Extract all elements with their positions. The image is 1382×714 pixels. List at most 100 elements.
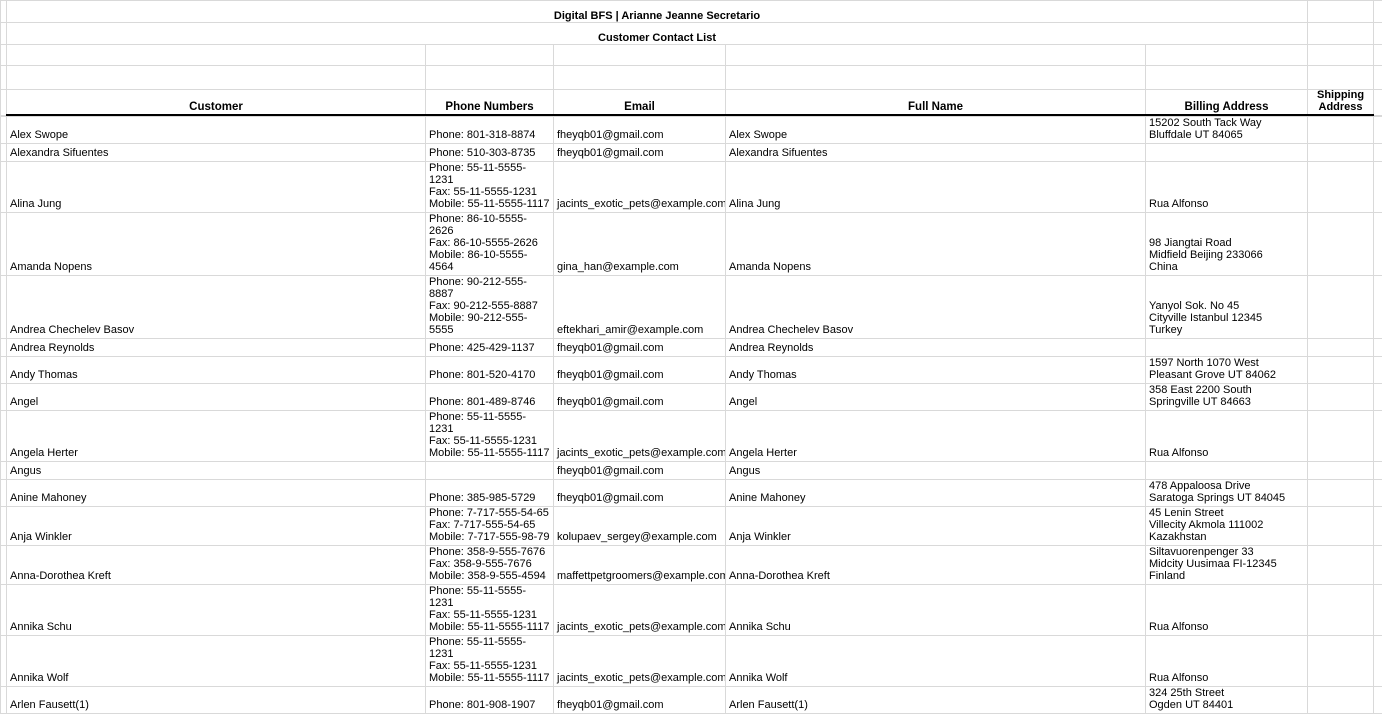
cell-billing-address[interactable]: Rua Alfonso: [1146, 411, 1308, 462]
cell-shipping-address[interactable]: [1308, 117, 1374, 144]
cell-billing-address[interactable]: Rua Alfonso: [1146, 585, 1308, 636]
cell-full-name[interactable]: Angus: [726, 462, 1146, 480]
column-header-customer[interactable]: Customer: [7, 90, 426, 116]
cell-email[interactable]: kolupaev_sergey@example.com: [554, 507, 726, 546]
cell-billing-address[interactable]: 15202 South Tack Way Bluffdale UT 84065: [1146, 117, 1308, 144]
cell-shipping-address[interactable]: [1308, 585, 1374, 636]
cell-phone-numbers[interactable]: Phone: 801-318-8874: [426, 117, 554, 144]
column-header-email[interactable]: Email: [554, 90, 726, 116]
cell-phone-numbers[interactable]: Phone: 86-10-5555-2626 Fax: 86-10-5555-2…: [426, 213, 554, 276]
cell-billing-address[interactable]: Rua Alfonso: [1146, 162, 1308, 213]
cell-customer[interactable]: Angus: [7, 462, 426, 480]
cell-customer[interactable]: Annika Schu: [7, 585, 426, 636]
cell-full-name[interactable]: Annika Schu: [726, 585, 1146, 636]
cell-billing-address[interactable]: 358 East 2200 South Springville UT 84663: [1146, 384, 1308, 411]
cell-billing-address[interactable]: 478 Appaloosa Drive Saratoga Springs UT …: [1146, 480, 1308, 507]
cell-customer[interactable]: Angela Herter: [7, 411, 426, 462]
cell-email[interactable]: maffettpetgroomers@example.com: [554, 546, 726, 585]
cell-billing-address[interactable]: 98 Jiangtai Road Midfield Beijing 233066…: [1146, 213, 1308, 276]
cell-email[interactable]: jacints_exotic_pets@example.com: [554, 162, 726, 213]
cell-customer[interactable]: Alex Swope: [7, 117, 426, 144]
cell-shipping-address[interactable]: [1308, 480, 1374, 507]
cell-customer[interactable]: Andrea Reynolds: [7, 339, 426, 357]
cell-phone-numbers[interactable]: Phone: 385-985-5729: [426, 480, 554, 507]
cell-billing-address[interactable]: [1146, 462, 1308, 480]
cell-email[interactable]: fheyqb01@gmail.com: [554, 144, 726, 162]
cell-email[interactable]: eftekhari_amir@example.com: [554, 276, 726, 339]
cell-phone-numbers[interactable]: Phone: 7-717-555-54-65 Fax: 7-717-555-54…: [426, 507, 554, 546]
cell-full-name[interactable]: Anine Mahoney: [726, 480, 1146, 507]
cell-shipping-address[interactable]: [1308, 462, 1374, 480]
cell-email[interactable]: fheyqb01@gmail.com: [554, 339, 726, 357]
cell-billing-address[interactable]: 1597 North 1070 West Pleasant Grove UT 8…: [1146, 357, 1308, 384]
cell-full-name[interactable]: Andrea Chechelev Basov: [726, 276, 1146, 339]
cell-email[interactable]: gina_han@example.com: [554, 213, 726, 276]
cell-phone-numbers[interactable]: Phone: 55-11-5555-1231 Fax: 55-11-5555-1…: [426, 411, 554, 462]
cell-shipping-address[interactable]: [1308, 636, 1374, 687]
cell-full-name[interactable]: Amanda Nopens: [726, 213, 1146, 276]
cell-customer[interactable]: Angel: [7, 384, 426, 411]
cell-email[interactable]: fheyqb01@gmail.com: [554, 357, 726, 384]
cell-full-name[interactable]: Andy Thomas: [726, 357, 1146, 384]
cell-shipping-address[interactable]: [1308, 213, 1374, 276]
cell-shipping-address[interactable]: [1308, 162, 1374, 213]
cell-phone-numbers[interactable]: Phone: 801-520-4170: [426, 357, 554, 384]
cell-phone-numbers[interactable]: Phone: 801-489-8746: [426, 384, 554, 411]
cell-phone-numbers[interactable]: Phone: 90-212-555-8887 Fax: 90-212-555-8…: [426, 276, 554, 339]
cell-shipping-address[interactable]: [1308, 384, 1374, 411]
cell-full-name[interactable]: Anja Winkler: [726, 507, 1146, 546]
cell-shipping-address[interactable]: [1308, 687, 1374, 714]
cell-full-name[interactable]: Alex Swope: [726, 117, 1146, 144]
cell-email[interactable]: fheyqb01@gmail.com: [554, 117, 726, 144]
cell-customer[interactable]: Andrea Chechelev Basov: [7, 276, 426, 339]
cell-billing-address[interactable]: Rua Alfonso: [1146, 636, 1308, 687]
table-row[interactable]: Amanda Nopens Phone: 86-10-5555-2626 Fax:…: [1, 213, 1382, 276]
cell-shipping-address[interactable]: [1308, 411, 1374, 462]
cell-shipping-address[interactable]: [1308, 507, 1374, 546]
cell-customer[interactable]: Alexandra Sifuentes: [7, 144, 426, 162]
cell-customer[interactable]: Andy Thomas: [7, 357, 426, 384]
cell-billing-address[interactable]: Yanyol Sok. No 45 Cityville Istanbul 123…: [1146, 276, 1308, 339]
cell-customer[interactable]: Anna-Dorothea Kreft: [7, 546, 426, 585]
cell-billing-address[interactable]: 324 25th Street Ogden UT 84401: [1146, 687, 1308, 714]
cell-shipping-address[interactable]: [1308, 144, 1374, 162]
column-header-billing-address[interactable]: Billing Address: [1146, 90, 1308, 116]
cell-billing-address[interactable]: 45 Lenin Street Villecity Akmola 111002 …: [1146, 507, 1308, 546]
cell-phone-numbers[interactable]: [426, 462, 554, 480]
cell-billing-address[interactable]: [1146, 144, 1308, 162]
cell-full-name[interactable]: Alina Jung: [726, 162, 1146, 213]
cell-customer[interactable]: Alina Jung: [7, 162, 426, 213]
cell-phone-numbers[interactable]: Phone: 510-303-8735: [426, 144, 554, 162]
cell-customer[interactable]: Arlen Fausett(1): [7, 687, 426, 714]
cell-phone-numbers[interactable]: Phone: 425-429-1137: [426, 339, 554, 357]
cell-phone-numbers[interactable]: Phone: 55-11-5555-1231 Fax: 55-11-5555-1…: [426, 636, 554, 687]
cell-full-name[interactable]: Anna-Dorothea Kreft: [726, 546, 1146, 585]
cell-shipping-address[interactable]: [1308, 357, 1374, 384]
column-header-phone-numbers[interactable]: Phone Numbers: [426, 90, 554, 116]
cell-customer[interactable]: Anine Mahoney: [7, 480, 426, 507]
cell-email[interactable]: jacints_exotic_pets@example.com: [554, 585, 726, 636]
cell-email[interactable]: fheyqb01@gmail.com: [554, 384, 726, 411]
cell-full-name[interactable]: Annika Wolf: [726, 636, 1146, 687]
cell-shipping-address[interactable]: [1308, 339, 1374, 357]
cell-billing-address[interactable]: Siltavuorenpenger 33 Midcity Uusimaa FI-…: [1146, 546, 1308, 585]
cell-customer[interactable]: Annika Wolf: [7, 636, 426, 687]
cell-full-name[interactable]: Angel: [726, 384, 1146, 411]
cell-email[interactable]: fheyqb01@gmail.com: [554, 480, 726, 507]
cell-customer[interactable]: Anja Winkler: [7, 507, 426, 546]
cell-full-name[interactable]: Angela Herter: [726, 411, 1146, 462]
cell-full-name[interactable]: Andrea Reynolds: [726, 339, 1146, 357]
cell-billing-address[interactable]: [1146, 339, 1308, 357]
cell-shipping-address[interactable]: [1308, 546, 1374, 585]
cell-phone-numbers[interactable]: Phone: 55-11-5555-1231 Fax: 55-11-5555-1…: [426, 162, 554, 213]
